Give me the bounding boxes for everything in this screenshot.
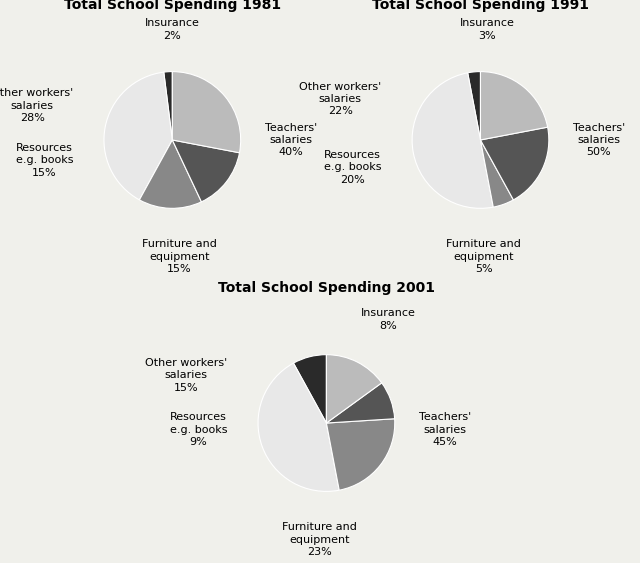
Text: Furniture and
equipment
15%: Furniture and equipment 15% xyxy=(141,239,216,274)
Wedge shape xyxy=(468,72,481,140)
Text: Other workers'
salaries
15%: Other workers' salaries 15% xyxy=(145,358,227,392)
Wedge shape xyxy=(481,127,549,200)
Title: Total School Spending 2001: Total School Spending 2001 xyxy=(218,280,435,294)
Text: Insurance
2%: Insurance 2% xyxy=(145,19,200,41)
Wedge shape xyxy=(104,72,172,200)
Text: Resources
e.g. books
15%: Resources e.g. books 15% xyxy=(16,143,73,178)
Text: Other workers'
salaries
28%: Other workers' salaries 28% xyxy=(0,88,73,123)
Text: Furniture and
equipment
23%: Furniture and equipment 23% xyxy=(282,522,357,557)
Wedge shape xyxy=(172,140,239,202)
Wedge shape xyxy=(258,363,339,491)
Text: Resources
e.g. books
20%: Resources e.g. books 20% xyxy=(324,150,381,185)
Text: Teachers'
salaries
45%: Teachers' salaries 45% xyxy=(419,413,471,447)
Text: Furniture and
equipment
5%: Furniture and equipment 5% xyxy=(447,239,522,274)
Wedge shape xyxy=(172,72,241,153)
Text: Insurance
3%: Insurance 3% xyxy=(460,19,515,41)
Wedge shape xyxy=(326,355,381,423)
Wedge shape xyxy=(164,72,172,140)
Wedge shape xyxy=(294,355,326,423)
Wedge shape xyxy=(412,73,493,208)
Title: Total School Spending 1981: Total School Spending 1981 xyxy=(64,0,281,12)
Text: Teachers'
salaries
40%: Teachers' salaries 40% xyxy=(264,123,317,158)
Wedge shape xyxy=(326,419,395,490)
Wedge shape xyxy=(481,72,548,140)
Text: Insurance
8%: Insurance 8% xyxy=(360,309,415,330)
Wedge shape xyxy=(326,383,395,423)
Title: Total School Spending 1991: Total School Spending 1991 xyxy=(372,0,589,12)
Text: Resources
e.g. books
9%: Resources e.g. books 9% xyxy=(170,413,227,447)
Wedge shape xyxy=(140,140,202,208)
Wedge shape xyxy=(481,140,513,207)
Text: Other workers'
salaries
22%: Other workers' salaries 22% xyxy=(299,82,381,117)
Text: Teachers'
salaries
50%: Teachers' salaries 50% xyxy=(573,123,625,158)
